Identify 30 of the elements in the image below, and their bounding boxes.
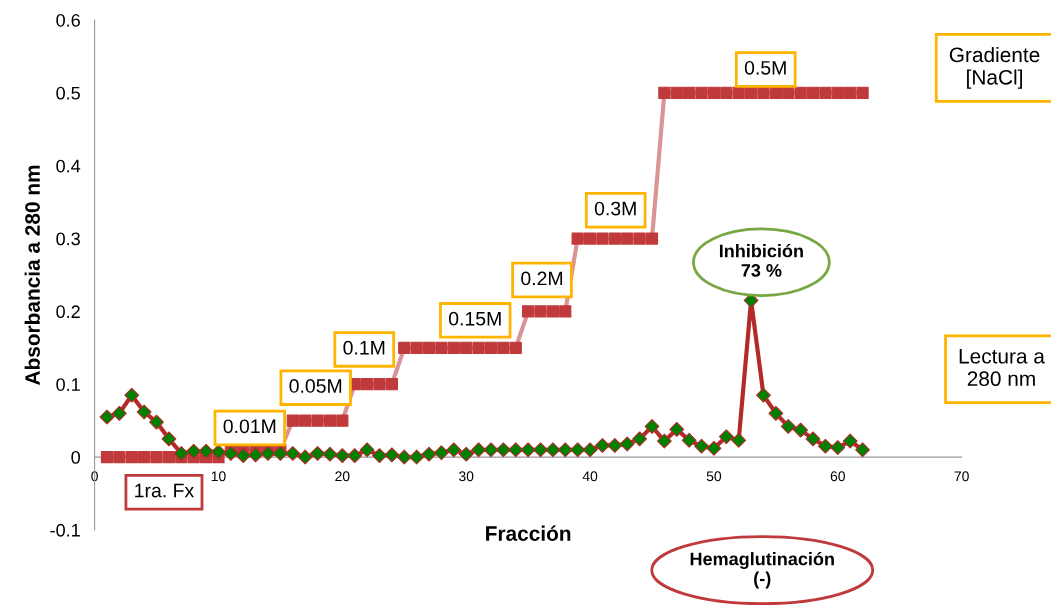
x-tick-label: 0: [91, 471, 98, 482]
text: Hemaglutinación (-): [690, 551, 834, 589]
x-tick-label: 70: [954, 471, 969, 482]
annotation: 0.15M: [448, 311, 501, 326]
annotation: 0.01M: [223, 419, 276, 434]
y-tick-label: 0.3: [56, 232, 80, 246]
annotation: 1ra. Fx: [135, 483, 194, 498]
x-tick-label: 60: [830, 471, 845, 482]
x-tick-label: 50: [706, 471, 722, 482]
y-tick-label: -0.1: [50, 523, 80, 537]
x-tick-label: 30: [459, 471, 474, 482]
annotation: 0.5M: [744, 60, 786, 75]
annotation: 0.2M: [521, 271, 563, 286]
y-tick-label: 0.1: [56, 378, 80, 391]
text: Lectura a 280 nm: [959, 349, 1045, 387]
y-tick-label: 0.4: [56, 159, 81, 173]
y-axis-title: Absorbancia a 280 nm: [24, 165, 40, 386]
annotation: Inhibición 73 %: [719, 243, 803, 277]
annotation: 0.1M: [343, 340, 385, 355]
annotation: 0.05M: [289, 379, 342, 393]
y-tick-label: 0.2: [56, 305, 80, 319]
text: Gradiente [NaCl]: [949, 46, 1040, 89]
x-tick-label: 10: [211, 471, 226, 482]
y-tick-label: 0: [71, 451, 80, 464]
x-axis-title: Fracción: [486, 525, 571, 541]
y-tick-label: 0.6: [56, 13, 80, 27]
y-tick-label: 0.5: [56, 86, 80, 100]
x-tick-label: 40: [582, 471, 598, 482]
annotation: 0.3M: [594, 201, 636, 216]
x-tick-label: 20: [335, 471, 350, 482]
